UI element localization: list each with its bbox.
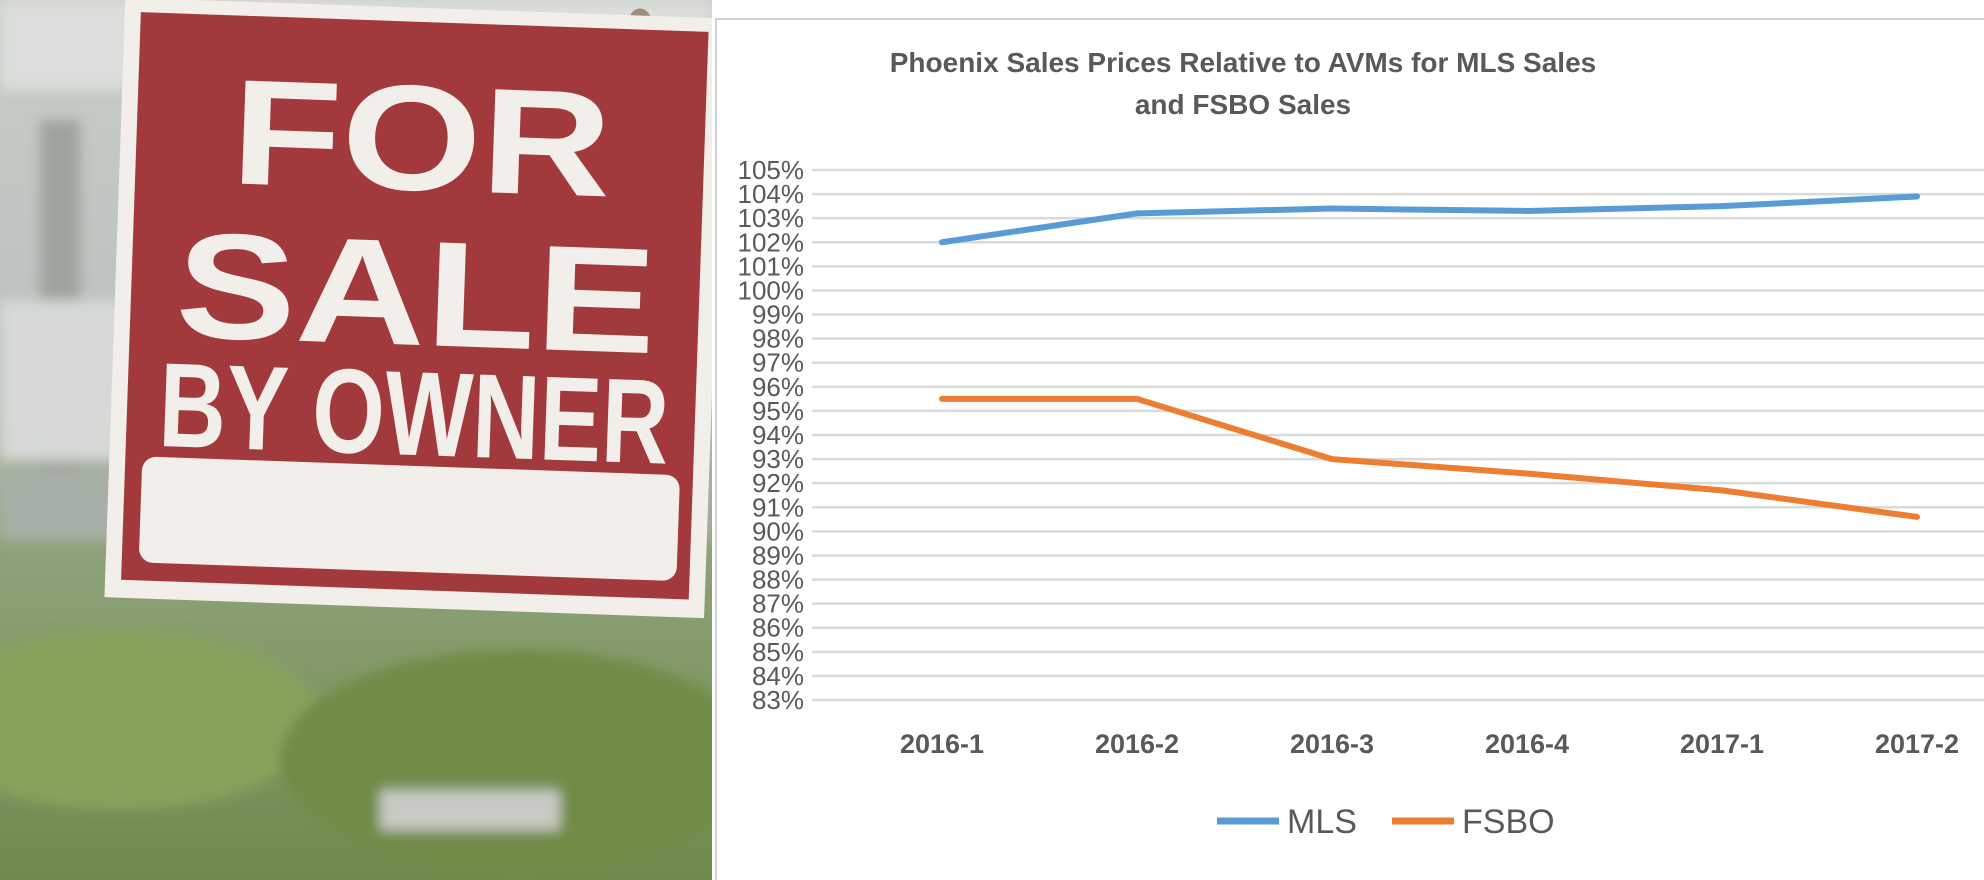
y-tick-label: 102% xyxy=(738,227,805,257)
legend-label: MLS xyxy=(1287,803,1357,841)
y-tick-label: 103% xyxy=(738,203,805,233)
y-tick-label: 92% xyxy=(752,468,804,498)
y-tick-label: 87% xyxy=(752,589,804,619)
y-tick-label: 94% xyxy=(752,420,804,450)
legend-label: FSBO xyxy=(1462,803,1555,841)
y-tick-label: 105% xyxy=(738,155,805,185)
for-sale-sign: FOR SALE BY OWNER xyxy=(104,0,712,619)
sign-blank-area xyxy=(139,456,680,581)
for-sale-by-owner-photo: FOR SALE BY OWNER xyxy=(0,0,712,880)
y-tick-label: 99% xyxy=(752,300,804,330)
y-tick-label: 90% xyxy=(752,516,804,546)
y-tick-label: 101% xyxy=(738,251,805,281)
y-tick-label: 93% xyxy=(752,444,804,474)
y-tick-label: 98% xyxy=(752,324,804,354)
gridlines xyxy=(812,168,1984,702)
x-axis-categories: 2016-1 2016-2 2016-3 2016-4 2017-1 2017-2 xyxy=(900,729,1959,759)
legend: MLS FSBO xyxy=(1217,803,1555,841)
sign-text-for: FOR xyxy=(229,47,615,228)
y-tick-label: 91% xyxy=(752,492,804,522)
x-category-label: 2017-2 xyxy=(1875,729,1959,759)
x-category-label: 2016-1 xyxy=(900,729,984,759)
y-tick-label: 95% xyxy=(752,396,804,426)
y-tick-label: 85% xyxy=(752,637,804,667)
sign-text-by-owner: BY OWNER xyxy=(157,338,671,490)
y-tick-label: 100% xyxy=(738,275,805,305)
y-tick-label: 96% xyxy=(752,372,804,402)
chart-title-line2: and FSBO Sales xyxy=(1135,89,1351,120)
series-line-mls xyxy=(939,193,1920,246)
x-category-label: 2016-2 xyxy=(1095,729,1179,759)
x-category-label: 2016-4 xyxy=(1485,729,1569,759)
y-tick-label: 88% xyxy=(752,565,804,595)
y-tick-label: 86% xyxy=(752,613,804,643)
y-tick-label: 84% xyxy=(752,661,804,691)
chart-title-line1: Phoenix Sales Prices Relative to AVMs fo… xyxy=(890,47,1596,78)
series-lines xyxy=(939,193,1920,520)
y-tick-label: 97% xyxy=(752,348,804,378)
series-line-fsbo xyxy=(939,395,1920,520)
y-axis-ticks: 83%84%85%86%87%88%89%90%91%92%93%94%95%9… xyxy=(738,155,805,715)
y-tick-label: 89% xyxy=(752,540,804,570)
sign-red-panel xyxy=(121,12,709,600)
sign-text-sale: SALE xyxy=(173,201,659,386)
y-tick-label: 83% xyxy=(752,685,804,715)
y-tick-label: 104% xyxy=(738,179,805,209)
chart-panel: Phoenix Sales Prices Relative to AVMs fo… xyxy=(715,18,1984,880)
x-category-label: 2016-3 xyxy=(1290,729,1374,759)
x-category-label: 2017-1 xyxy=(1680,729,1764,759)
